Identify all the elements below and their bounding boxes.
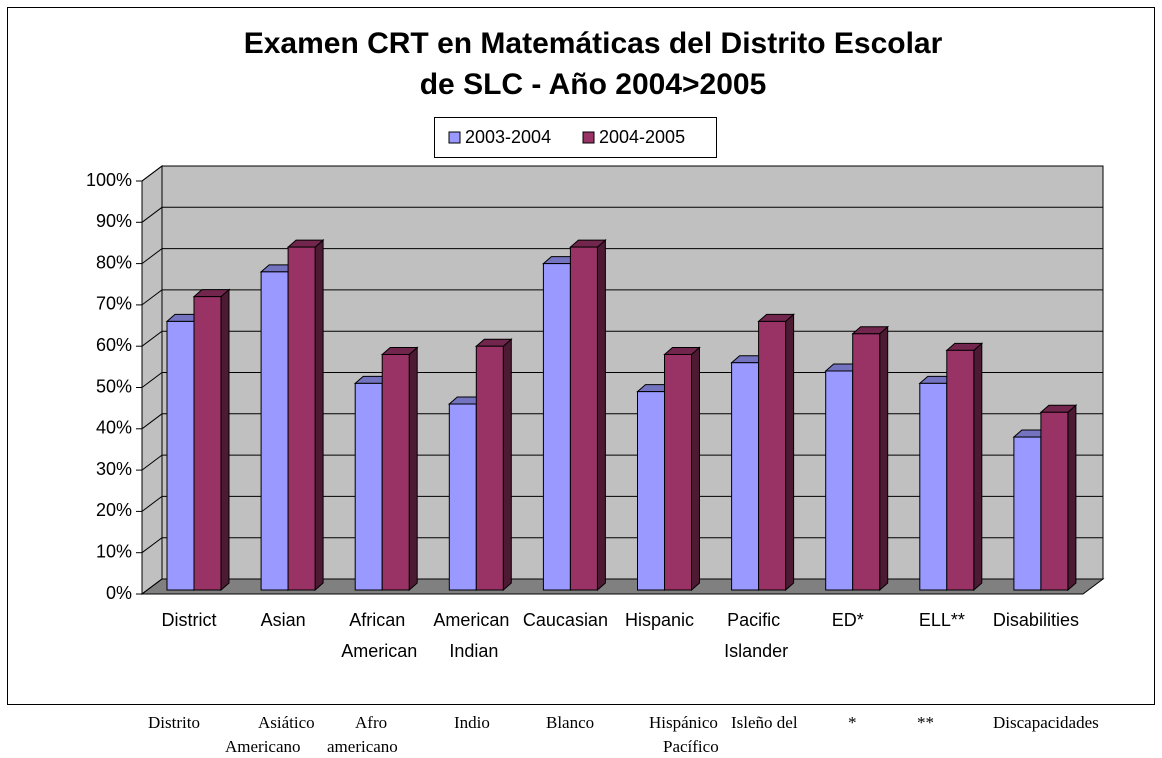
footnote-label: Pacífico — [663, 737, 719, 756]
footnote-label: Discapacidades — [993, 713, 1099, 732]
chart-title: de SLC - Año 2004>2005 — [420, 68, 767, 101]
x-tick-label: Asian — [261, 610, 306, 630]
bar — [757, 313, 795, 592]
legend-label: 2004-2005 — [599, 127, 685, 147]
footnote-label: Hispánico — [649, 713, 718, 732]
footnote-label: Distrito — [148, 713, 200, 732]
y-tick-label: 70% — [96, 294, 132, 314]
legend-swatch — [448, 131, 461, 144]
bar-side — [691, 346, 700, 592]
bar-front — [166, 320, 195, 591]
bar — [1039, 404, 1078, 592]
y-tick-label: 40% — [96, 418, 132, 438]
x-tick-label: Disabilities — [993, 610, 1079, 630]
y-tick-label: 50% — [96, 376, 132, 396]
y-tick-label: 20% — [96, 500, 132, 520]
bar — [569, 238, 607, 592]
legend-box — [434, 117, 717, 158]
footnote-label: Afro — [355, 713, 387, 732]
x-tick-label: ELL** — [919, 610, 965, 630]
bar-front — [569, 246, 598, 591]
bar — [474, 338, 513, 592]
bar-front — [448, 403, 477, 591]
grid-line — [141, 206, 1103, 223]
bar-front — [919, 382, 948, 591]
footnote-label: ** — [917, 713, 934, 732]
bar-front — [664, 353, 692, 591]
y-tick-label: 80% — [96, 252, 132, 272]
bar-side — [973, 342, 983, 592]
footnote-label: Blanco — [546, 713, 594, 732]
y-tick-label: 100% — [86, 170, 132, 190]
bar-front — [946, 349, 975, 591]
y-tick-label: 30% — [96, 459, 132, 479]
grid-line — [141, 289, 1103, 306]
legend-swatch — [582, 131, 595, 144]
bar-side — [502, 338, 512, 592]
bar — [380, 346, 419, 592]
x-tick-label: Caucasian — [523, 610, 608, 630]
bar-front — [260, 271, 289, 591]
bar-front — [637, 391, 665, 591]
bar-side — [220, 288, 230, 592]
footnote-label: * — [848, 713, 857, 732]
bar-front — [287, 246, 316, 591]
x-tick-label: ED* — [832, 610, 864, 630]
bar-side — [785, 313, 795, 592]
grid-line — [141, 248, 1103, 265]
bar-front — [542, 263, 571, 591]
y-tick-label: 90% — [96, 211, 132, 231]
bar — [192, 288, 231, 592]
y-tick-label: 60% — [96, 335, 132, 355]
bar-front — [852, 333, 881, 591]
bar-front — [1040, 411, 1069, 591]
x-tick-label: District — [162, 610, 217, 630]
bar — [851, 325, 890, 592]
x-tick-label: American Indian — [433, 610, 509, 661]
y-tick-label: 0% — [106, 583, 132, 603]
bar-front — [354, 382, 383, 591]
bar-side — [1067, 404, 1077, 592]
x-tick-label: Pacific Islander — [719, 610, 788, 661]
footnote-label: Americano — [225, 737, 301, 756]
bar-front — [381, 353, 410, 591]
chart-title: Examen CRT en Matemáticas del Distrito E… — [244, 27, 943, 60]
bar-front — [825, 370, 854, 591]
bar — [286, 238, 325, 592]
footnote-label: Indio — [454, 713, 490, 732]
bar-front — [475, 345, 504, 591]
footnote-label: Asiático — [258, 713, 315, 732]
bar-front — [193, 296, 222, 591]
x-tick-label: Hispanic — [625, 610, 694, 630]
bar — [663, 346, 701, 592]
bar-side — [879, 325, 889, 592]
x-tick-label: African American — [337, 610, 417, 661]
bar-front — [1013, 436, 1042, 591]
bar-side — [314, 238, 324, 592]
grid-line — [141, 165, 1103, 182]
bar-side — [408, 346, 418, 592]
y-tick-label: 10% — [96, 541, 132, 561]
bar-front — [731, 362, 760, 591]
footnote-label: Isleño del — [731, 713, 798, 732]
bar-front — [758, 320, 787, 591]
bar — [945, 342, 984, 592]
legend-label: 2003-2004 — [465, 127, 551, 147]
bar-side — [596, 238, 606, 592]
footnote-label: americano — [327, 737, 398, 756]
